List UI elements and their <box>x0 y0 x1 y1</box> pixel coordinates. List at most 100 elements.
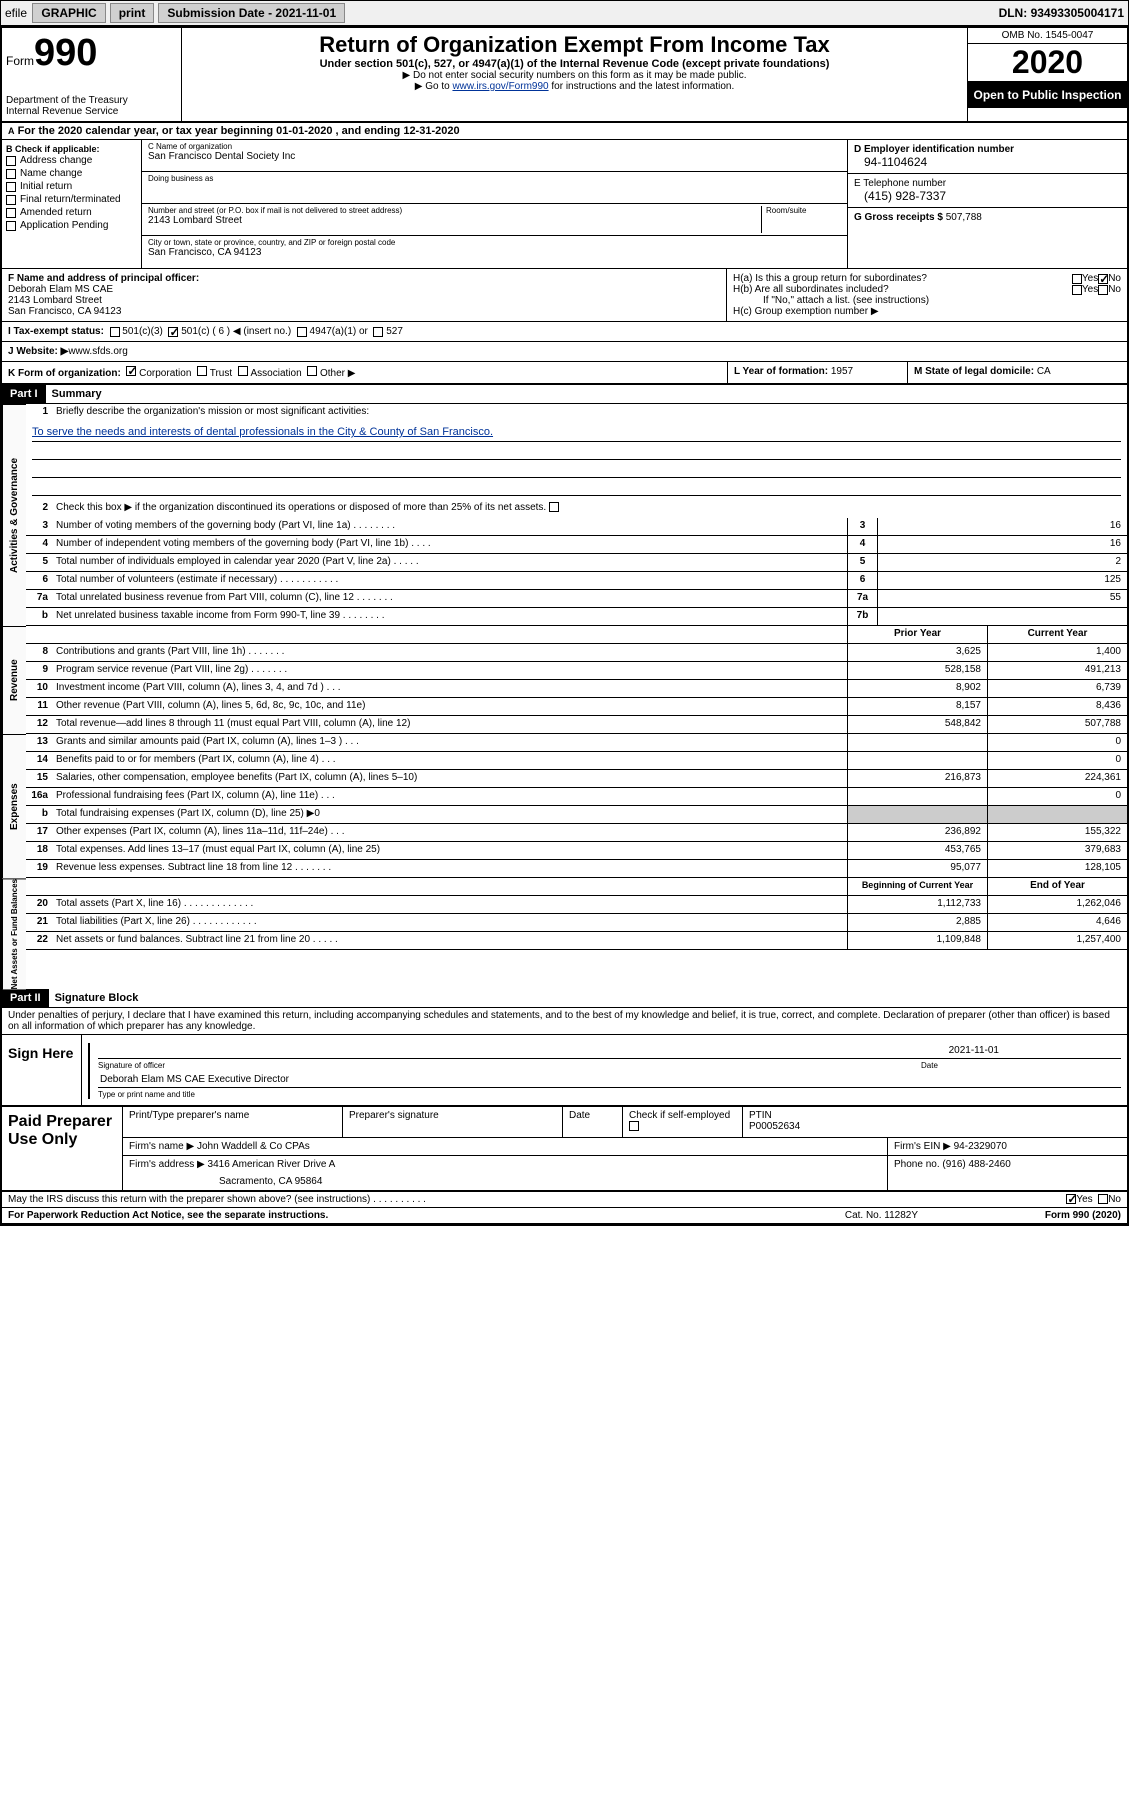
summary-line-16a: 16aProfessional fundraising fees (Part I… <box>26 788 1127 806</box>
cb-hb-no[interactable] <box>1098 285 1108 295</box>
cb-discuss-no[interactable] <box>1098 1194 1108 1204</box>
section-b-c-d: B Check if applicable: Address change Na… <box>2 140 1127 269</box>
cb-501c3[interactable] <box>110 327 120 337</box>
cb-527[interactable] <box>373 327 383 337</box>
sign-here-section: Sign Here 2021-11-01 Signature of office… <box>2 1034 1127 1107</box>
graphic-button[interactable]: GRAPHIC <box>32 3 105 23</box>
form-number: 990 <box>34 32 97 74</box>
part-1-header: Part I Summary <box>2 385 1127 404</box>
cb-association[interactable] <box>238 366 248 376</box>
col-b-checkboxes: B Check if applicable: Address change Na… <box>2 140 142 268</box>
cat-no: Cat. No. 11282Y <box>845 1210 1045 1221</box>
row-i-tax-status: I Tax-exempt status: 501(c)(3) 501(c) ( … <box>2 322 1127 342</box>
side-label-expenses: Expenses <box>2 734 26 878</box>
cb-hb-yes[interactable] <box>1072 285 1082 295</box>
summary-line-4: 4Number of independent voting members of… <box>26 536 1127 554</box>
summary-line-18: 18Total expenses. Add lines 13–17 (must … <box>26 842 1127 860</box>
cb-other[interactable] <box>307 366 317 376</box>
header-center: Return of Organization Exempt From Incom… <box>182 28 967 121</box>
submission-date-button[interactable]: Submission Date - 2021-11-01 <box>158 3 345 23</box>
cb-ha-no[interactable] <box>1098 274 1108 284</box>
cb-name-change[interactable]: Name change <box>6 167 137 180</box>
form-header: Form990 Department of the Treasury Inter… <box>2 28 1127 123</box>
firm-address-row: Firm's address ▶ 3416 American River Dri… <box>122 1156 1127 1190</box>
cb-ha-yes[interactable] <box>1072 274 1082 284</box>
ein-value: 94-1104624 <box>854 155 1121 169</box>
summary-activities-governance: Activities & Governance 1Briefly describ… <box>2 404 1127 626</box>
tel-cell: E Telephone number (415) 928-7337 <box>848 174 1127 208</box>
summary-line-8: 8Contributions and grants (Part VIII, li… <box>26 644 1127 662</box>
part-1-badge: Part I <box>2 385 46 403</box>
ein-cell: D Employer identification number 94-1104… <box>848 140 1127 174</box>
city-cell: City or town, state or province, country… <box>142 236 847 268</box>
form-title: Return of Organization Exempt From Incom… <box>186 32 963 58</box>
firm-ein: 94-2329070 <box>954 1141 1007 1152</box>
part-2-badge: Part II <box>2 989 49 1007</box>
summary-revenue: Revenue bPrior YearCurrent Year 8Contrib… <box>2 626 1127 734</box>
perjury-statement: Under penalties of perjury, I declare th… <box>2 1008 1127 1034</box>
cb-discontinued[interactable] <box>549 502 559 512</box>
bcy-head: Beginning of Current Year <box>847 878 987 895</box>
summary-line-20: 20Total assets (Part X, line 16) . . . .… <box>26 896 1127 914</box>
summary-line-19: 19Revenue less expenses. Subtract line 1… <box>26 860 1127 878</box>
form-ref: Form 990 (2020) <box>1045 1210 1121 1221</box>
footer-row: For Paperwork Reduction Act Notice, see … <box>2 1208 1127 1224</box>
summary-line-22: 22Net assets or fund balances. Subtract … <box>26 932 1127 950</box>
cb-4947[interactable] <box>297 327 307 337</box>
street-address: 2143 Lombard Street <box>148 215 761 226</box>
firm-name: John Waddell & Co CPAs <box>197 1141 310 1152</box>
summary-line-b: bTotal fundraising expenses (Part IX, co… <box>26 806 1127 824</box>
side-label-revenue: Revenue <box>2 626 26 734</box>
tax-year: 2020 <box>968 44 1127 82</box>
irs-link[interactable]: www.irs.gov/Form990 <box>452 81 548 92</box>
summary-line-b: bNet unrelated business taxable income f… <box>26 608 1127 626</box>
summary-line-10: 10Investment income (Part VIII, column (… <box>26 680 1127 698</box>
summary-line-7a: 7aTotal unrelated business revenue from … <box>26 590 1127 608</box>
cb-address-change[interactable]: Address change <box>6 154 137 167</box>
cb-501c[interactable] <box>168 327 178 337</box>
cb-discuss-yes[interactable] <box>1066 1194 1076 1204</box>
omb-number: OMB No. 1545-0047 <box>968 28 1127 44</box>
cb-final-return[interactable]: Final return/terminated <box>6 193 137 206</box>
prior-year-head: Prior Year <box>847 626 987 643</box>
side-label-ag: Activities & Governance <box>2 404 26 626</box>
preparer-header-row: Print/Type preparer's name Preparer's si… <box>122 1107 1127 1138</box>
summary-net-assets: Net Assets or Fund Balances Beginning of… <box>2 878 1127 989</box>
form-of-org: K Form of organization: Corporation Trus… <box>2 362 727 383</box>
officer-name: Deborah Elam MS CAE Executive Director <box>98 1072 1121 1088</box>
cb-self-employed[interactable] <box>629 1121 639 1131</box>
year-formation: L Year of formation: 1957 <box>727 362 907 383</box>
cb-corporation[interactable] <box>126 366 136 376</box>
note-ssn: ▶ Do not enter social security numbers o… <box>186 70 963 81</box>
firm-address: 3416 American River Drive A <box>208 1159 336 1170</box>
department: Department of the Treasury Internal Reve… <box>6 95 177 117</box>
col-d-ein-tel: D Employer identification number 94-1104… <box>847 140 1127 268</box>
summary-line-11: 11Other revenue (Part VIII, column (A), … <box>26 698 1127 716</box>
top-bar: efile GRAPHIC print Submission Date - 20… <box>0 0 1129 26</box>
signature-line[interactable]: 2021-11-01 <box>98 1043 1121 1059</box>
part-1-title: Summary <box>46 388 102 400</box>
side-label-netassets: Net Assets or Fund Balances <box>2 878 26 989</box>
cb-amended-return[interactable]: Amended return <box>6 206 137 219</box>
firm-phone: (916) 488-2460 <box>942 1159 1010 1170</box>
cb-application-pending[interactable]: Application Pending <box>6 219 137 232</box>
summary-line-5: 5Total number of individuals employed in… <box>26 554 1127 572</box>
row-j-website: J Website: ▶ www.sfds.org <box>2 342 1127 362</box>
efile-label: efile <box>5 6 27 20</box>
form-word: Form <box>6 54 34 68</box>
org-name: San Francisco Dental Society Inc <box>148 151 841 162</box>
part-2-header: Part II Signature Block <box>2 989 1127 1008</box>
telephone-value: (415) 928-7337 <box>854 189 1121 203</box>
mission-text: To serve the needs and interests of dent… <box>26 422 1127 500</box>
note-link: ▶ Go to www.irs.gov/Form990 for instruct… <box>186 81 963 92</box>
paperwork-notice: For Paperwork Reduction Act Notice, see … <box>8 1210 845 1221</box>
state-domicile: M State of legal domicile: CA <box>907 362 1127 383</box>
row-a-period: A For the 2020 calendar year, or tax yea… <box>2 123 1127 140</box>
summary-line-17: 17Other expenses (Part IX, column (A), l… <box>26 824 1127 842</box>
cb-initial-return[interactable]: Initial return <box>6 180 137 193</box>
sign-here-label: Sign Here <box>2 1035 82 1105</box>
summary-line-15: 15Salaries, other compensation, employee… <box>26 770 1127 788</box>
cb-trust[interactable] <box>197 366 207 376</box>
print-button[interactable]: print <box>110 3 155 23</box>
city-state-zip: San Francisco, CA 94123 <box>148 247 841 258</box>
